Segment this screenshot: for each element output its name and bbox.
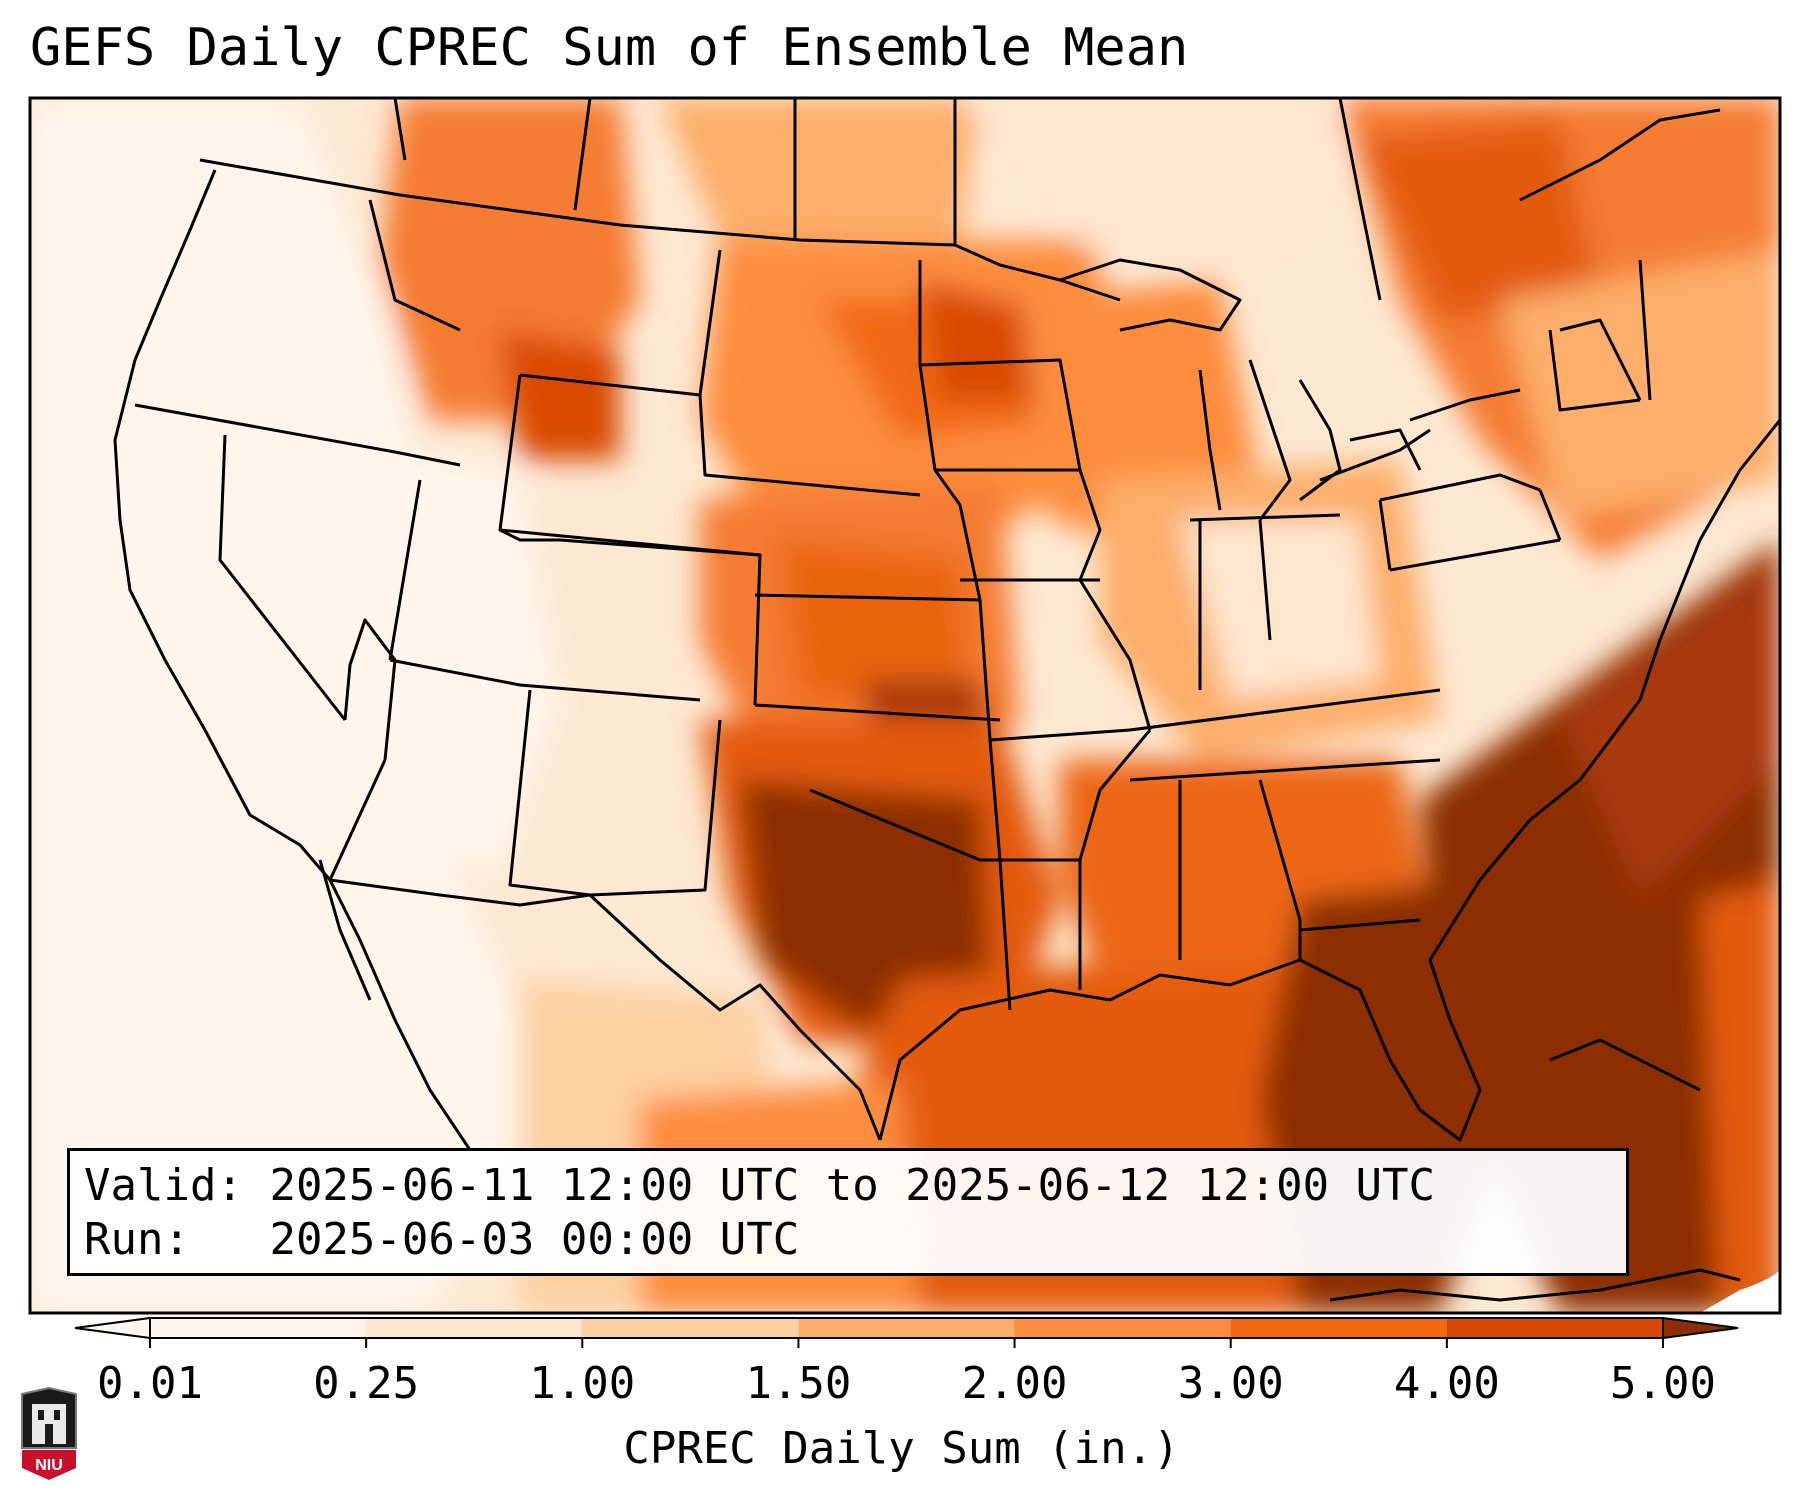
map-title: GEFS Daily CPREC Sum of Ensemble Mean	[30, 18, 1189, 78]
colorbar-label: CPREC Daily Sum (in.)	[623, 1423, 1180, 1474]
colorbar-tick-label: 1.50	[745, 1358, 852, 1409]
colorbar-tick-label: 3.00	[1177, 1358, 1284, 1409]
colorbar-segment	[1230, 1318, 1448, 1338]
run-label: Run:	[84, 1214, 190, 1265]
colorbar-outline	[149, 1317, 1664, 1339]
colorbar-extend-max	[1662, 1316, 1739, 1340]
colorbar-tick-label: 4.00	[1393, 1358, 1500, 1409]
colorbar-segment	[1446, 1318, 1664, 1338]
colorbar-tick-label: 0.01	[97, 1358, 203, 1409]
colorbar-segment	[1014, 1318, 1232, 1338]
map-frame	[28, 96, 1782, 1315]
colorbar	[74, 1316, 1739, 1348]
valid-label: Valid:	[84, 1160, 243, 1211]
colorbar-segment	[798, 1318, 1016, 1338]
state-boundaries	[113, 98, 1780, 1302]
precipitation-field	[30, 98, 1780, 1313]
info-box: Valid: 2025-06-11 12:00 UTC to 2025-06-1…	[67, 1148, 1629, 1276]
niu-logo: NIU	[21, 1386, 77, 1480]
colorbar-segment	[582, 1318, 799, 1338]
valid-value: 2025-06-11 12:00 UTC to 2025-06-12 12:00…	[269, 1160, 1436, 1211]
colorbar-extend-min	[74, 1316, 151, 1340]
colorbar-segment	[150, 1318, 367, 1338]
colorbar-tick-label: 1.00	[529, 1358, 636, 1409]
colorbar-tick-label: 5.00	[1610, 1358, 1716, 1409]
colorbar-tick-label: 2.00	[961, 1358, 1068, 1409]
colorbar-segment	[366, 1318, 583, 1338]
run-value: 2025-06-03 00:00 UTC	[269, 1214, 800, 1265]
logo-text: NIU	[35, 1457, 63, 1474]
colorbar-tick-label: 0.25	[313, 1358, 420, 1409]
